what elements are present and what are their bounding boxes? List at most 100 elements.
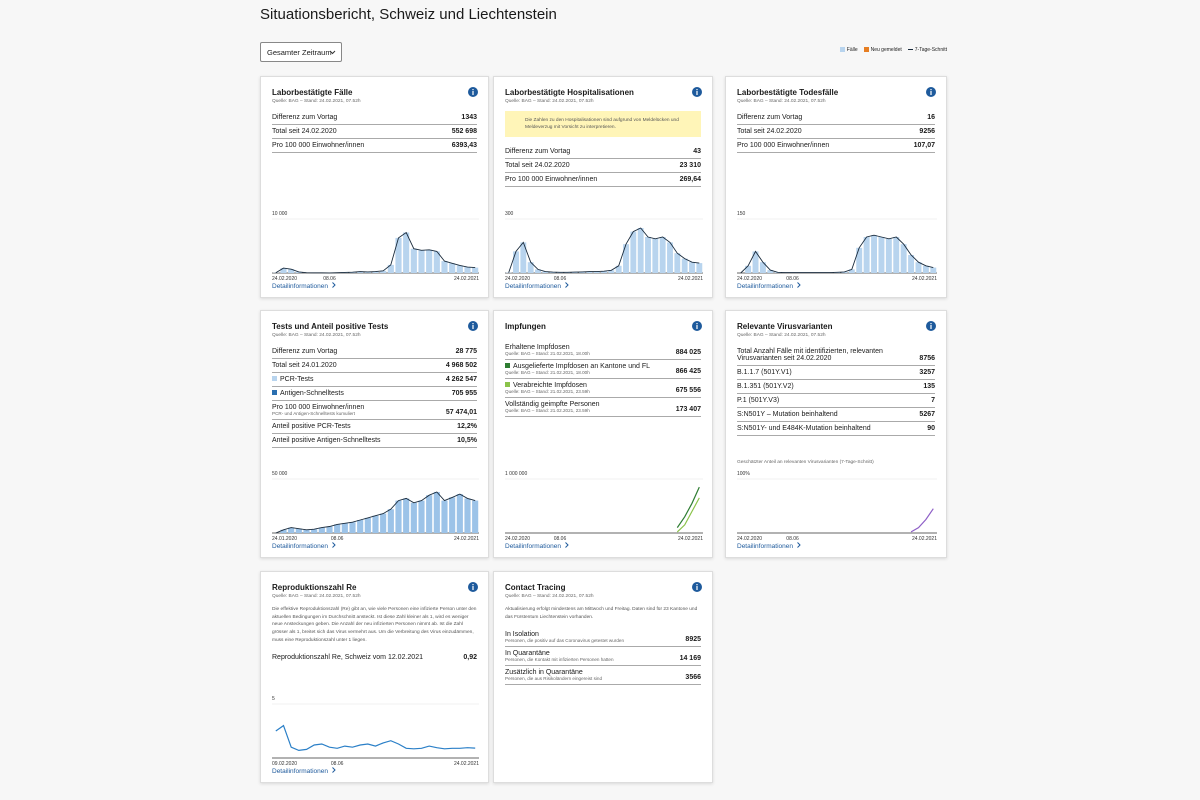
- info-icon[interactable]: [926, 87, 936, 97]
- bar: [848, 269, 855, 273]
- period-select-label: Gesamter Zeitraum: [267, 48, 332, 57]
- card-title: Impfungen: [505, 322, 546, 331]
- row-label: Pro 100 000 Einwohner/innen: [505, 176, 598, 184]
- trend-line: [740, 234, 934, 274]
- bar: [915, 262, 922, 273]
- data-row: S:N501Y – Mutation beinhaltend 5267: [737, 408, 935, 422]
- bar: [456, 265, 463, 273]
- info-icon[interactable]: [692, 87, 702, 97]
- info-glyph: [930, 325, 932, 329]
- bar: [930, 267, 937, 273]
- row-value: 135: [923, 383, 935, 390]
- row-label-group: Pro 100 000 Einwohner/innen: [737, 142, 829, 149]
- bar: [403, 232, 410, 273]
- bar: [535, 269, 541, 273]
- row-value: 552 698: [451, 128, 477, 135]
- chevron-path: [565, 542, 569, 548]
- link-chevron: [332, 767, 336, 773]
- bar: [433, 491, 440, 533]
- details-link[interactable]: Detailinformationen: [272, 282, 337, 290]
- card: Laborbestätigte Hospitalisationen Quelle:…: [493, 76, 713, 298]
- bar: [759, 262, 766, 273]
- x-tick-label: 08.06: [331, 761, 344, 767]
- card-title: Contact Tracing: [505, 583, 566, 592]
- info-glyph: [472, 586, 474, 590]
- details-link-label: Detailinformationen: [505, 283, 562, 290]
- bar: [441, 500, 448, 533]
- bar: [395, 237, 402, 273]
- info-icon[interactable]: [692, 321, 702, 331]
- link-chevron: [797, 542, 801, 548]
- row-label: Vollständig geimpfte Personen: [505, 401, 600, 408]
- row-value: 107,07: [913, 142, 935, 149]
- details-link[interactable]: Detailinformationen: [272, 767, 337, 775]
- details-link[interactable]: Detailinformationen: [737, 542, 802, 550]
- period-select[interactable]: Gesamter Zeitraum: [260, 42, 342, 62]
- row-marker: [505, 363, 510, 368]
- x-tick-label: 24.02.2021: [454, 536, 479, 542]
- bar: [681, 258, 688, 273]
- details-link[interactable]: Detailinformationen: [505, 282, 570, 290]
- legend-label: Fälle: [846, 47, 858, 53]
- data-row: In Quarantäne Personen, die Kontakt mit i…: [505, 647, 701, 667]
- row-label: S:N501Y- und E484K-Mutation beinhaltend: [737, 425, 871, 432]
- x-tick-label: 08.06: [554, 276, 567, 282]
- bar: [403, 498, 410, 533]
- info-icon[interactable]: [468, 87, 478, 97]
- bar: [745, 265, 752, 273]
- row-label: PCR-Tests: [280, 376, 314, 383]
- info-dot: [696, 89, 698, 91]
- card-title: Laborbestätigte Todesfälle: [737, 88, 839, 97]
- info-dot: [472, 89, 474, 91]
- card-intro: Die effektive Reproduktionszahl (Re) gib…: [272, 607, 477, 643]
- bar: [464, 498, 471, 533]
- details-link[interactable]: Detailinformationen: [505, 542, 570, 550]
- info-glyph: [696, 91, 698, 95]
- row-label-group: P.1 (501Y.V3): [737, 397, 779, 404]
- link-chevron: [565, 282, 569, 288]
- data-row: S:N501Y- und E484K-Mutation beinhaltend 9…: [737, 422, 935, 436]
- row-label-group: Total Anzahl Fälle mit identifizierten, …: [737, 348, 913, 362]
- row-value: 14 169: [679, 655, 701, 663]
- row-label: Differenz zum Vortag: [737, 114, 803, 121]
- bar: [652, 238, 659, 273]
- x-tick-label: 08.06: [786, 536, 799, 542]
- bar: [623, 244, 629, 273]
- bar: [387, 264, 394, 273]
- row-label: Total seit 24.02.2020: [272, 128, 337, 135]
- x-tick-label: 24.01.2020: [272, 536, 297, 542]
- data-row: Antigen-Schnelltests 705 955: [272, 387, 477, 401]
- info-icon[interactable]: [468, 321, 478, 331]
- x-tick-label: 24.02.2020: [505, 536, 530, 542]
- bar: [645, 237, 651, 273]
- row-sub: Quelle: BAG – Stand: 21.02.2021, 18.00h: [505, 370, 590, 375]
- bar: [615, 265, 622, 273]
- row-marker: [505, 382, 510, 387]
- bar: [288, 269, 295, 273]
- bar: [426, 495, 433, 533]
- details-link[interactable]: Detailinformationen: [737, 282, 802, 290]
- row-value: 269,64: [679, 176, 701, 184]
- data-row: B.1.351 (501Y.V2) 135: [737, 380, 935, 394]
- row-label: Total Anzahl Fälle mit identifizierten, …: [737, 348, 883, 362]
- details-link-label: Detailinformationen: [737, 543, 794, 550]
- info-icon[interactable]: [692, 582, 702, 592]
- row-sub: Quelle: BAG – Stand: 21.02.2021, 23.59h: [505, 408, 590, 413]
- x-tick-label: 24.02.2020: [737, 536, 762, 542]
- bar: [893, 237, 900, 273]
- bar: [349, 522, 356, 533]
- link-chevron: [332, 282, 336, 288]
- bar: [637, 228, 644, 273]
- row-label-group: Pro 100 000 Einwohner/innen: [272, 142, 364, 149]
- row-value: 0,92: [463, 654, 477, 662]
- series-line: [275, 724, 476, 752]
- y-tick-label: 5: [272, 696, 275, 702]
- info-icon[interactable]: [926, 321, 936, 331]
- info-icon[interactable]: [468, 582, 478, 592]
- bar: [449, 263, 456, 273]
- row-label-group: Differenz zum Vortag: [272, 114, 337, 121]
- row-label-group: B.1.1.7 (501Y.V1): [737, 369, 792, 376]
- bar: [426, 249, 433, 273]
- details-link[interactable]: Detailinformationen: [272, 542, 337, 550]
